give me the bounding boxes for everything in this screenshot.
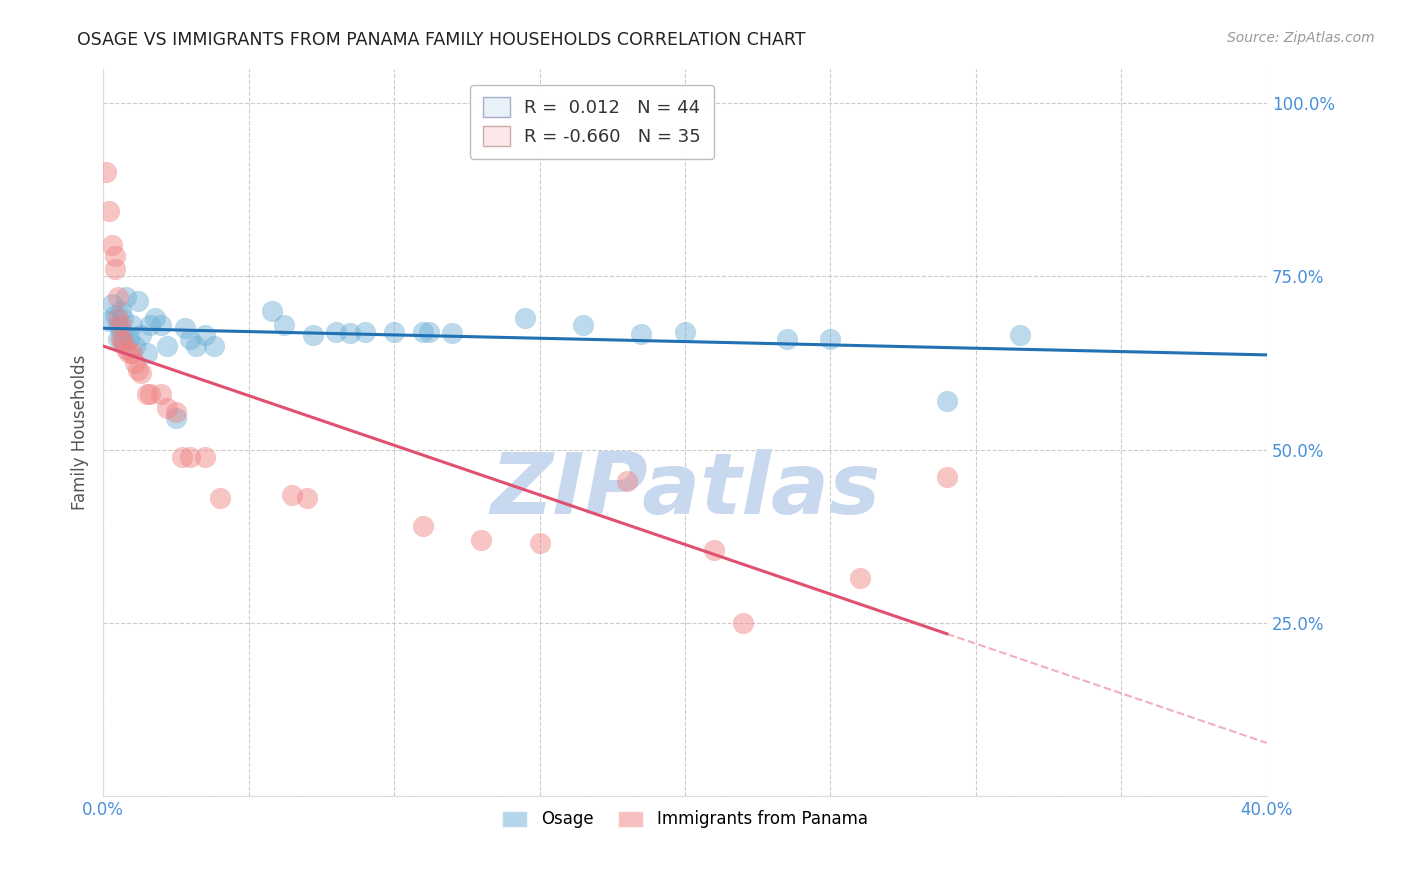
Text: Source: ZipAtlas.com: Source: ZipAtlas.com <box>1227 31 1375 45</box>
Point <box>107 290 129 304</box>
Point <box>194 450 217 464</box>
Point <box>124 339 146 353</box>
Point <box>194 328 217 343</box>
Point <box>273 318 295 332</box>
Point <box>107 318 129 332</box>
Point <box>173 321 195 335</box>
Point <box>572 318 595 332</box>
Point <box>630 326 652 341</box>
Point <box>110 304 132 318</box>
Point <box>104 308 127 322</box>
Point <box>208 491 231 505</box>
Point <box>418 325 440 339</box>
Point <box>104 249 127 263</box>
Point <box>156 401 179 415</box>
Point <box>295 491 318 505</box>
Point <box>529 536 551 550</box>
Point <box>150 318 173 332</box>
Point <box>110 318 132 332</box>
Point <box>135 345 157 359</box>
Point <box>382 325 405 339</box>
Point <box>129 328 152 343</box>
Point <box>470 533 492 547</box>
Point <box>135 387 157 401</box>
Point <box>138 387 160 401</box>
Point <box>107 310 129 325</box>
Text: OSAGE VS IMMIGRANTS FROM PANAMA FAMILY HOUSEHOLDS CORRELATION CHART: OSAGE VS IMMIGRANTS FROM PANAMA FAMILY H… <box>77 31 806 49</box>
Point <box>165 404 187 418</box>
Point <box>101 297 124 311</box>
Point <box>412 325 434 339</box>
Point <box>703 543 725 558</box>
Point <box>186 339 208 353</box>
Point <box>127 293 149 308</box>
Point <box>97 314 120 328</box>
Point <box>1008 328 1031 343</box>
Point <box>112 335 135 350</box>
Point <box>94 165 117 179</box>
Point <box>97 203 120 218</box>
Point <box>118 345 141 359</box>
Point <box>848 571 870 585</box>
Point <box>339 326 361 341</box>
Point <box>129 367 152 381</box>
Point <box>935 470 957 484</box>
Point <box>138 318 160 332</box>
Legend: Osage, Immigrants from Panama: Osage, Immigrants from Panama <box>496 804 875 835</box>
Point <box>179 332 201 346</box>
Point <box>441 326 464 341</box>
Point <box>127 363 149 377</box>
Point <box>673 325 696 339</box>
Point <box>124 356 146 370</box>
Point <box>165 411 187 425</box>
Point <box>104 262 127 277</box>
Point <box>513 310 536 325</box>
Point <box>121 318 143 332</box>
Point <box>115 290 138 304</box>
Point <box>301 328 323 343</box>
Point <box>179 450 201 464</box>
Point <box>412 519 434 533</box>
Point <box>110 325 132 339</box>
Point <box>156 339 179 353</box>
Y-axis label: Family Households: Family Households <box>72 355 89 510</box>
Point <box>110 332 132 346</box>
Point <box>354 325 377 339</box>
Point <box>202 339 225 353</box>
Point <box>935 394 957 409</box>
Point <box>776 332 799 346</box>
Text: ZIPatlas: ZIPatlas <box>489 449 880 532</box>
Point <box>118 332 141 346</box>
Point <box>112 335 135 350</box>
Point <box>112 310 135 325</box>
Point <box>150 387 173 401</box>
Point <box>325 325 347 339</box>
Point <box>733 615 755 630</box>
Point <box>820 332 842 346</box>
Point <box>260 304 283 318</box>
Point <box>616 474 638 488</box>
Point <box>115 342 138 356</box>
Point <box>107 332 129 346</box>
Point <box>145 310 167 325</box>
Point <box>121 345 143 359</box>
Point <box>281 488 304 502</box>
Point <box>170 450 193 464</box>
Point <box>101 238 124 252</box>
